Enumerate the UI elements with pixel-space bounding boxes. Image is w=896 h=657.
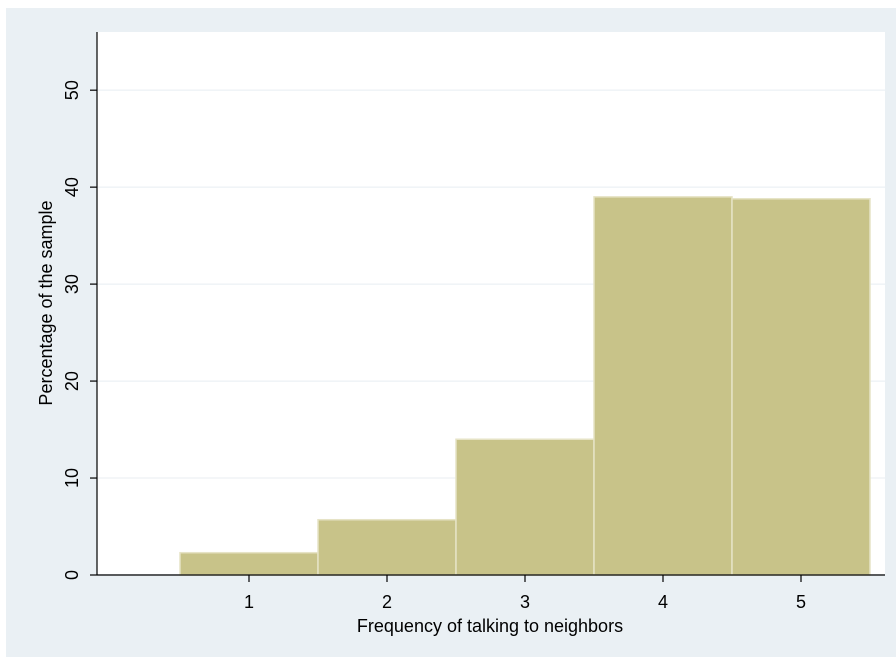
x-tick-label-2: 2 bbox=[382, 592, 392, 612]
x-ticks: 1 2 3 4 5 bbox=[244, 575, 806, 612]
x-tick-label-4: 4 bbox=[658, 592, 668, 612]
x-tick-label-5: 5 bbox=[796, 592, 806, 612]
bar-2 bbox=[317, 518, 457, 576]
x-tick-label-3: 3 bbox=[520, 592, 530, 612]
y-tick-label-20: 20 bbox=[62, 371, 82, 391]
y-tick-label-0: 0 bbox=[62, 570, 82, 580]
bar-3 bbox=[455, 438, 595, 576]
y-tick-label-10: 10 bbox=[62, 468, 82, 488]
y-axis-title: Percentage of the sample bbox=[36, 200, 56, 405]
y-tick-label-50: 50 bbox=[62, 80, 82, 100]
y-ticks: 0 10 20 30 40 50 bbox=[62, 80, 97, 580]
bar-1 bbox=[179, 551, 319, 576]
x-axis-title: Frequency of talking to neighbors bbox=[357, 616, 623, 636]
y-tick-label-30: 30 bbox=[62, 274, 82, 294]
bar-5 bbox=[731, 198, 871, 576]
bars bbox=[179, 196, 871, 576]
y-tick-label-40: 40 bbox=[62, 177, 82, 197]
x-tick-label-1: 1 bbox=[244, 592, 254, 612]
bar-4 bbox=[593, 196, 733, 576]
